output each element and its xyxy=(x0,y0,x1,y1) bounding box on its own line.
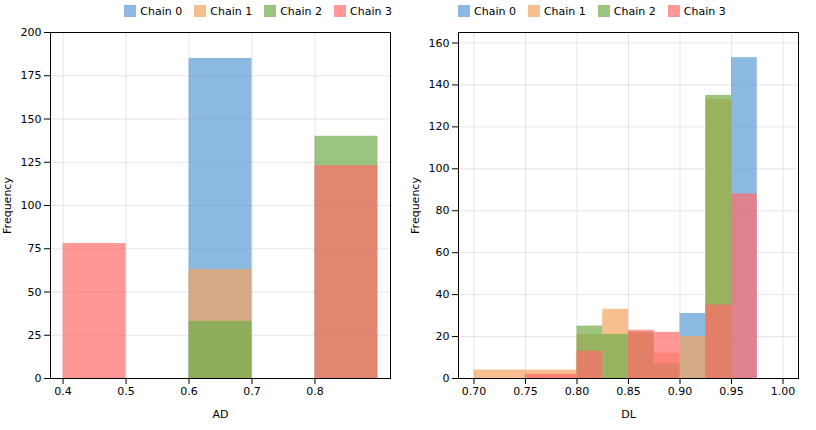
svg-text:20: 20 xyxy=(436,330,450,343)
svg-text:0.75: 0.75 xyxy=(513,385,538,398)
html-text:Chain 0: Chain 0 xyxy=(474,4,516,18)
svg-text:0.85: 0.85 xyxy=(616,385,641,398)
svg-text:0.95: 0.95 xyxy=(719,385,744,398)
html-text:Chain 2: Chain 2 xyxy=(613,4,656,18)
html-text:Chain 1: Chain 1 xyxy=(543,4,586,18)
svg-text:120: 120 xyxy=(429,120,450,133)
svg-text:0.8: 0.8 xyxy=(306,385,324,398)
svg-text:100: 100 xyxy=(429,162,450,175)
svg-text:75: 75 xyxy=(28,242,42,255)
svg-text:175: 175 xyxy=(21,69,42,82)
svg-text:200: 200 xyxy=(21,26,42,39)
svg-text:0.90: 0.90 xyxy=(668,385,693,398)
svg-text:0.80: 0.80 xyxy=(565,385,590,398)
svg-text:140: 140 xyxy=(429,78,450,91)
svg-text:150: 150 xyxy=(21,113,42,126)
svg-text:DL: DL xyxy=(621,408,636,421)
svg-text:AD: AD xyxy=(213,408,229,421)
svg-text:100: 100 xyxy=(21,199,42,212)
svg-text:50: 50 xyxy=(28,286,42,299)
svg-text:25: 25 xyxy=(28,329,42,342)
html-text:Chain 3: Chain 3 xyxy=(683,4,726,18)
svg-text:0.6: 0.6 xyxy=(180,385,198,398)
svg-text:80: 80 xyxy=(436,204,450,217)
html-text:Chain 1: Chain 1 xyxy=(210,4,253,18)
svg-text:60: 60 xyxy=(436,246,450,259)
svg-text:0.7: 0.7 xyxy=(243,385,261,398)
html-text:Chain 3: Chain 3 xyxy=(350,4,392,18)
svg-text:40: 40 xyxy=(436,288,450,301)
svg-text:0.5: 0.5 xyxy=(117,385,135,398)
svg-text:Frequency: Frequency xyxy=(409,177,422,234)
svg-text:1.00: 1.00 xyxy=(771,385,796,398)
svg-text:0: 0 xyxy=(443,372,450,385)
svg-text:125: 125 xyxy=(21,156,42,169)
svg-text:0.70: 0.70 xyxy=(462,385,487,398)
svg-text:Frequency: Frequency xyxy=(1,177,14,234)
svg-text:0: 0 xyxy=(35,372,42,385)
html-text:Chain 2: Chain 2 xyxy=(280,4,323,18)
html-text:Chain 0: Chain 0 xyxy=(140,4,183,18)
svg-text:160: 160 xyxy=(429,37,450,50)
svg-text:0.4: 0.4 xyxy=(54,385,71,398)
